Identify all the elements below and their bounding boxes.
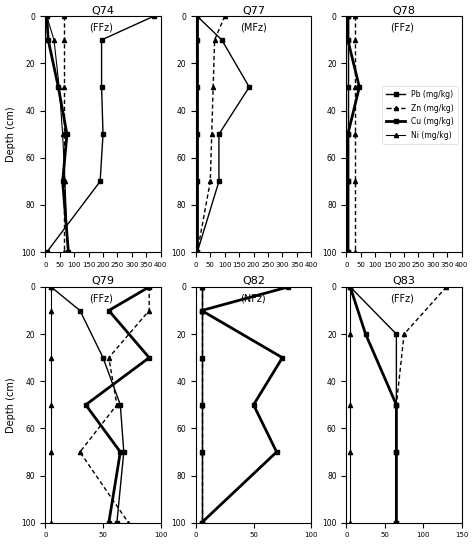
Text: (FFz): (FFz) [89, 22, 113, 33]
Text: (FFz): (FFz) [89, 293, 113, 303]
Title: Q83: Q83 [392, 276, 416, 286]
Text: (NFz): (NFz) [240, 293, 265, 303]
Text: (FFz): (FFz) [390, 22, 414, 33]
Text: (FFz): (FFz) [390, 293, 414, 303]
Y-axis label: Depth (cm): Depth (cm) [6, 107, 16, 162]
Text: (MFz): (MFz) [240, 22, 266, 33]
Title: Q77: Q77 [242, 5, 265, 16]
Title: Q79: Q79 [91, 276, 115, 286]
Title: Q78: Q78 [392, 5, 416, 16]
Legend: Pb (mg/kg), Zn (mg/kg), Cu (mg/kg), Ni (mg/kg): Pb (mg/kg), Zn (mg/kg), Cu (mg/kg), Ni (… [383, 86, 458, 144]
Y-axis label: Depth (cm): Depth (cm) [6, 377, 16, 432]
Title: Q82: Q82 [242, 276, 265, 286]
Title: Q74: Q74 [91, 5, 115, 16]
